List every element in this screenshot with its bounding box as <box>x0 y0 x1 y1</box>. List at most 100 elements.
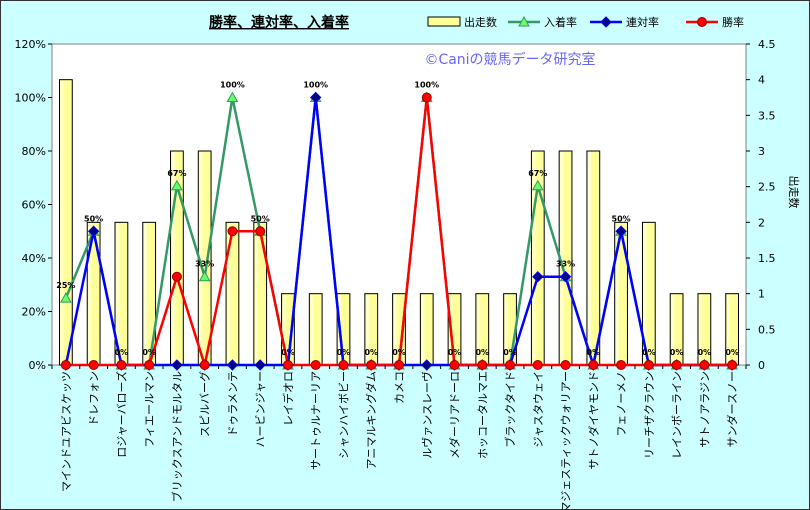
legend-swatch <box>427 16 461 27</box>
data-label: 0% <box>725 348 739 357</box>
legend-label: 連対率 <box>626 15 659 29</box>
circle-marker <box>171 271 182 282</box>
chart-title: 勝率、連対率、入着率 <box>209 14 349 31</box>
x-tick-label: フェノーメノ <box>615 371 628 437</box>
y2-tick-label: 0 <box>758 359 765 372</box>
y2-tick-label: 2.5 <box>758 181 776 194</box>
circle-marker <box>532 360 543 370</box>
circle-marker <box>449 360 460 370</box>
legend-marker <box>697 17 707 27</box>
circle-marker <box>588 360 599 370</box>
data-label: 33% <box>195 260 214 269</box>
data-label: 0% <box>142 348 156 357</box>
data-label: 0% <box>448 348 462 357</box>
x-tick-label: リーチザクラウン <box>643 371 656 459</box>
data-label: 0% <box>587 348 601 357</box>
circle-marker <box>616 360 627 370</box>
data-label: 0% <box>670 348 684 357</box>
bar-highlight <box>199 152 203 364</box>
diamond-marker <box>226 359 239 371</box>
x-tick-label: ロジャーバローズ <box>114 371 128 458</box>
diamond-marker <box>421 359 433 371</box>
bar-highlight <box>116 223 120 364</box>
x-tick-label: ブラックタイド <box>503 371 517 448</box>
diamond-marker <box>87 225 100 237</box>
y-tick-label: 100% <box>15 92 46 105</box>
y-tick-label: 60% <box>22 199 46 212</box>
x-tick-label: ホッコータルマエ <box>476 371 489 459</box>
bar-highlight <box>171 152 175 364</box>
data-label: 0% <box>475 348 489 357</box>
circle-marker <box>199 360 210 370</box>
circle-marker <box>421 92 432 103</box>
data-label: 0% <box>392 348 406 357</box>
x-tick-label: フィエールマン <box>143 371 156 448</box>
x-tick-label: ルヴァンスレーヴ <box>420 371 434 459</box>
x-tick-label: サトノダイヤモンド <box>586 371 600 470</box>
y2-tick-label: 4 <box>758 74 765 87</box>
y-tick-label: 80% <box>22 145 46 158</box>
bar-highlight <box>310 294 314 364</box>
legend-label: 出走数 <box>464 15 497 29</box>
bar-highlight <box>671 294 675 364</box>
circle-marker <box>699 360 710 370</box>
circle-marker <box>505 360 516 370</box>
x-tick-label: ブリックスアンドモルタル <box>170 371 184 502</box>
legend-marker <box>518 15 530 27</box>
data-label: 0% <box>364 348 378 357</box>
bar-highlight <box>726 294 730 364</box>
x-tick-label: ドレフォン <box>88 371 101 426</box>
bar-highlight <box>698 294 703 364</box>
circle-marker <box>227 226 238 237</box>
data-label: 50% <box>251 214 270 223</box>
x-tick-label: レイデオロ <box>281 371 295 426</box>
y2-tick-label: 1 <box>758 288 765 301</box>
bar-highlight <box>532 152 536 364</box>
triangle-marker <box>226 91 239 102</box>
circle-marker <box>88 360 99 370</box>
circle-marker <box>560 360 571 370</box>
data-label: 100% <box>414 81 439 90</box>
x-tick-label: マジェスティックウォリアー <box>560 371 573 510</box>
y2-tick-label: 2 <box>758 216 765 229</box>
data-label: 100% <box>303 81 328 90</box>
bar-highlight <box>143 223 147 364</box>
circle-marker <box>727 360 738 370</box>
data-label: 0% <box>281 348 295 357</box>
bar-highlight <box>615 223 619 364</box>
y2-tick-label: 0.5 <box>758 323 776 336</box>
data-label: 0% <box>503 348 517 357</box>
triangle-marker <box>198 270 211 282</box>
watermark-text: ©Caniの競馬データ研究室 <box>424 51 595 68</box>
circle-marker <box>366 360 377 370</box>
legend-marker <box>600 16 612 28</box>
y2-tick-label: 4.5 <box>758 38 776 51</box>
triangle-marker <box>531 179 544 191</box>
data-label: 67% <box>528 169 547 178</box>
y-tick-label: 120% <box>15 38 46 51</box>
y-tick-label: 0% <box>29 359 46 372</box>
diamond-marker <box>310 91 322 104</box>
x-tick-label: シャンハイボビー <box>337 371 350 459</box>
circle-marker <box>338 360 349 370</box>
circle-marker <box>144 360 155 370</box>
bar-highlight <box>476 294 481 364</box>
bar-highlight <box>365 294 370 364</box>
circle-marker <box>310 360 321 370</box>
data-label: 0% <box>337 348 351 357</box>
bar-highlight <box>88 223 92 364</box>
data-label: 50% <box>84 214 103 223</box>
circle-marker <box>643 360 654 370</box>
x-tick-label: ドゥラメンテ <box>226 371 239 437</box>
diamond-marker <box>532 271 544 283</box>
circle-marker <box>255 226 266 237</box>
circle-marker <box>116 360 127 370</box>
data-label: 0% <box>115 348 129 357</box>
x-tick-label: メダーリアドーロ <box>448 371 462 459</box>
circle-marker <box>394 360 404 370</box>
x-tick-label: スピルバーグ <box>198 371 212 437</box>
x-tick-label: サートゥルナーリア <box>310 371 323 470</box>
x-tick-label: サトノアラジン <box>698 371 711 448</box>
circle-marker <box>282 360 293 370</box>
bar-highlight <box>504 294 508 364</box>
